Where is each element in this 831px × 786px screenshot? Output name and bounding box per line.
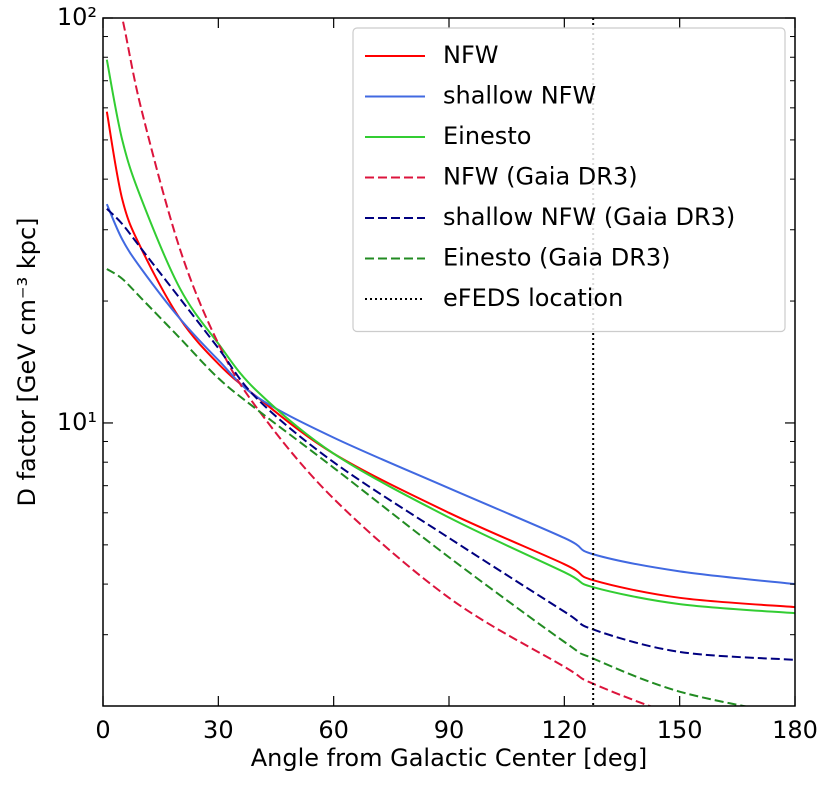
x-axis-label: Angle from Galactic Center [deg]: [251, 744, 648, 772]
y-axis-label: D factor [GeV cm⁻³ kpc]: [13, 217, 41, 506]
x-tick-label: 120: [541, 716, 587, 744]
x-tick-label: 90: [434, 716, 465, 744]
series-line: [106, 208, 795, 661]
legend-label: shallow NFW: [443, 82, 596, 110]
series-line: [121, 18, 653, 706]
legend-label: NFW (Gaia DR3): [443, 163, 638, 191]
x-tick-label: 0: [95, 716, 110, 744]
series-line: [106, 268, 749, 706]
x-tick-label: 60: [318, 716, 349, 744]
legend-label: eFEDS location: [443, 284, 623, 312]
plot-lines: [105, 18, 795, 706]
y-tick-label: 10²: [57, 3, 97, 31]
series-line: [105, 203, 795, 586]
legend-label: Einesto (Gaia DR3): [443, 244, 671, 272]
legend-label: shallow NFW (Gaia DR3): [443, 203, 735, 231]
x-tick-label: 180: [772, 716, 818, 744]
x-tick-label: 150: [657, 716, 703, 744]
y-tick-label: 10¹: [57, 408, 97, 436]
x-tick-label: 30: [203, 716, 234, 744]
series-line: [105, 59, 795, 615]
legend-label: NFW: [443, 41, 499, 69]
legend-label: Einesto: [443, 122, 531, 150]
legend-box: [352, 27, 786, 333]
